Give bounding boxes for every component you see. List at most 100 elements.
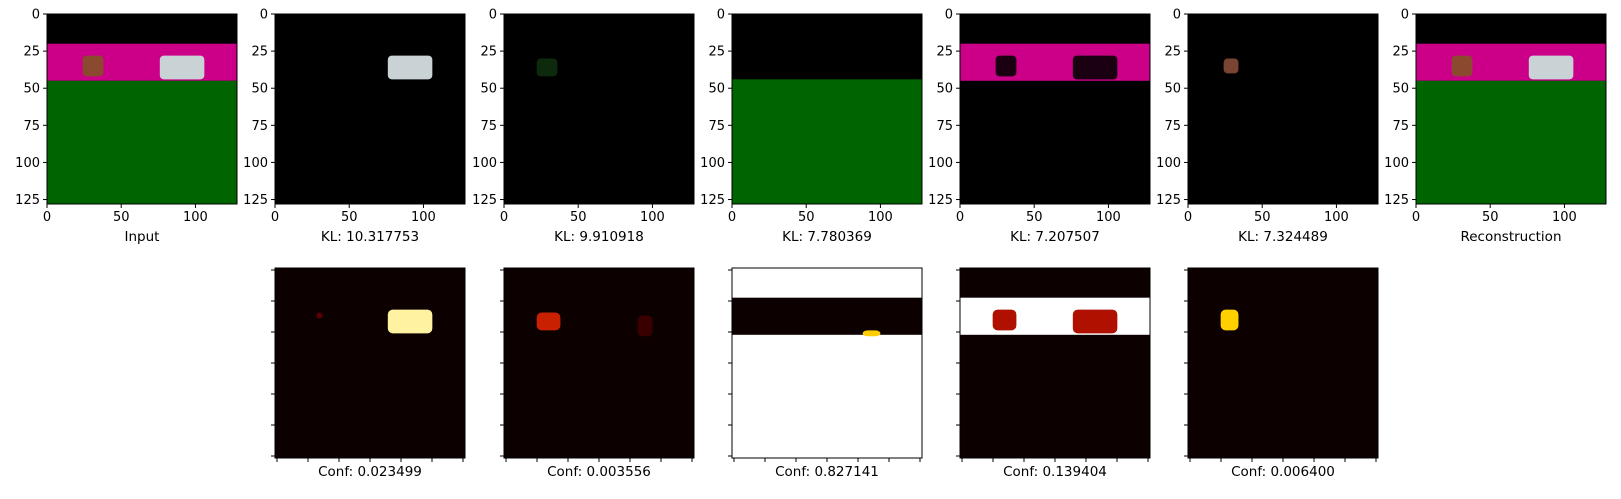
y-tick-label: 25 [936,45,953,60]
y-tick-label: 50 [1164,82,1181,97]
axes-frame [274,13,466,205]
x-tick-label: 100 [868,210,893,225]
hotspot [1072,309,1118,334]
x-tick-label: 50 [798,210,815,225]
y-tick-label: 50 [1392,82,1409,97]
y-tick-label: 50 [936,82,953,97]
panel-conf-5: Conf: 0.006400 [1184,267,1379,480]
panel-slot-5: 0 50 100 0 25 50 75 100 125 KL: 7.324489 [1156,8,1379,245]
region [732,79,922,204]
region [1416,80,1606,204]
panel-caption: KL: 10.317753 [321,229,419,245]
object-brown-block [1223,58,1239,74]
x-tick-label: 50 [113,210,130,225]
object-brown-block [82,55,104,77]
y-tick-label: 50 [708,82,725,97]
y-tick-label: 75 [1164,119,1181,134]
region [732,297,922,335]
y-tick-label: 100 [928,156,953,171]
axes-frame [503,13,695,205]
hotspot [316,312,323,319]
y-tick-label: 100 [1384,156,1409,171]
y-tick-label: 100 [1156,156,1181,171]
x-tick-label: 100 [183,210,208,225]
y-tick-label: 100 [243,156,268,171]
y-tick-label: 50 [23,82,40,97]
y-tick-label: 125 [1384,193,1409,208]
panel-reconstruction: 0 50 100 0 25 50 75 100 125 Reconstruction [1384,8,1607,245]
y-tick-label: 125 [928,193,953,208]
axes-frame [46,13,238,205]
y-tick-label: 125 [1156,193,1181,208]
y-tick-label: 50 [251,82,268,97]
region [47,80,237,204]
panel-background [275,14,465,204]
object-faint-block [536,58,558,77]
y-tick-label: 100 [700,156,725,171]
y-tick-label: 100 [472,156,497,171]
y-tick-label: 75 [251,119,268,134]
panel-caption: Conf: 0.023499 [318,464,422,480]
region [47,43,237,81]
y-tick-label: 25 [480,45,497,60]
panel-conf-2: Conf: 0.003556 [500,267,695,480]
region [47,14,237,44]
y-tick-label: 25 [1164,45,1181,60]
x-tick-label: 50 [570,210,587,225]
y-tick-label: 75 [936,119,953,134]
axes-frame [1415,13,1607,205]
x-tick-label: 100 [411,210,436,225]
panel-background [1188,268,1378,458]
x-tick-label: 100 [1096,210,1121,225]
panel-background [960,14,1150,204]
y-tick-label: 75 [23,119,40,134]
panel-caption: Conf: 0.139404 [1003,464,1107,480]
region [960,297,1150,335]
y-tick-label: 25 [23,45,40,60]
panel-background [504,14,694,204]
panel-slot-1: 0 50 100 0 25 50 75 100 125 KL: 10.317753 [243,8,466,245]
x-tick-label: 0 [1184,210,1192,225]
region [960,43,1150,81]
panel-background [1188,14,1378,204]
y-tick-label: 50 [480,82,497,97]
y-tick-label: 25 [1392,45,1409,60]
hotspot [992,309,1017,331]
y-tick-label: 0 [945,8,953,23]
y-tick-label: 25 [708,45,725,60]
panel-slot-4: 0 50 100 0 25 50 75 100 125 KL: 7.207507 [928,8,1151,245]
x-tick-label: 0 [271,210,279,225]
panel-caption: Conf: 0.003556 [547,464,651,480]
y-tick-label: 75 [708,119,725,134]
y-tick-label: 0 [717,8,725,23]
object-white-car [387,55,433,80]
x-tick-label: 0 [728,210,736,225]
axes-frame [959,13,1151,205]
object-white-car [1528,55,1574,80]
panel-caption: Conf: 0.006400 [1231,464,1335,480]
panel-caption: KL: 9.910918 [554,229,644,245]
y-tick-label: 75 [1392,119,1409,134]
panel-caption: KL: 7.324489 [1238,229,1328,245]
panel-caption: Reconstruction [1460,229,1561,245]
y-tick-label: 0 [1173,8,1181,23]
axes-frame [731,13,923,205]
y-tick-label: 125 [15,193,40,208]
y-tick-label: 125 [700,193,725,208]
y-tick-label: 125 [472,193,497,208]
region [1416,43,1606,81]
x-tick-label: 0 [43,210,51,225]
x-tick-label: 100 [1324,210,1349,225]
object-dark-block [995,55,1017,77]
panel-caption: KL: 7.207507 [1010,229,1100,245]
object-brown-block [1451,55,1473,77]
x-tick-label: 100 [1552,210,1577,225]
x-tick-label: 0 [500,210,508,225]
panel-conf-4: Conf: 0.139404 [956,267,1151,480]
object-dark-car [1072,55,1118,80]
y-tick-label: 0 [32,8,40,23]
y-tick-label: 0 [1401,8,1409,23]
hotspot [387,309,433,334]
panel-caption: Input [125,229,160,245]
